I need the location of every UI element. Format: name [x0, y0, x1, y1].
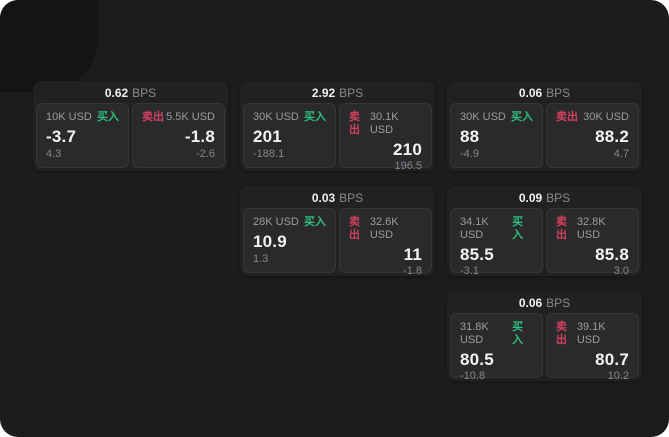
bps-unit: BPS [339, 86, 364, 100]
sell-amount: 5.5K USD [166, 111, 215, 123]
sell-side-label: 卖出 [556, 111, 578, 123]
bps-value: 0.06 [518, 296, 543, 310]
sell-price: 11 [403, 245, 422, 264]
sell-price: 210 [393, 140, 422, 159]
sell-quote-panel[interactable]: 卖出 32.6K USD 11 -1.8 [339, 208, 432, 277]
bps-unit: BPS [546, 86, 571, 100]
corner-overlay [0, 0, 98, 92]
buy-side-label: 买入 [97, 111, 119, 123]
bps-value: 0.62 [104, 86, 129, 100]
buy-delta: 4.3 [46, 148, 62, 160]
bps-header: 0.62 BPS [36, 84, 225, 103]
sell-price: -1.8 [184, 127, 215, 146]
buy-quote-panel[interactable]: 31.8K USD 买入 80.5 -10.8 [450, 313, 543, 382]
bps-value: 0.03 [311, 191, 336, 205]
buy-quote-panel[interactable]: 34.1K USD 买入 85.5 -3.1 [450, 208, 543, 277]
sell-delta: -1.8 [403, 265, 422, 277]
sell-quote-panel[interactable]: 卖出 5.5K USD -1.8 -2.6 [132, 103, 225, 168]
quote-card: 0.06 BPS 30K USD 买入 88 -4.9 卖出 30K USD [447, 81, 642, 171]
buy-price: 88 [460, 127, 480, 146]
sell-delta: 4.7 [613, 148, 629, 160]
bps-value: 0.06 [518, 86, 543, 100]
buy-delta: -188.1 [253, 148, 285, 160]
bps-header: 2.92 BPS [243, 84, 432, 103]
sell-side-label: 卖出 [349, 111, 360, 136]
buy-delta: -10.8 [460, 370, 486, 382]
buy-side-label: 买入 [512, 321, 524, 346]
bps-unit: BPS [339, 191, 364, 205]
buy-quote-panel[interactable]: 10K USD 买入 -3.7 4.3 [36, 103, 129, 168]
sell-price: 88.2 [595, 127, 629, 146]
quote-card: 0.09 BPS 34.1K USD 买入 85.5 -3.1 卖出 32.8K… [447, 186, 642, 277]
buy-quote-panel[interactable]: 30K USD 买入 88 -4.9 [450, 103, 543, 168]
quote-panels: 10K USD 买入 -3.7 4.3 卖出 5.5K USD -1.8 -2.… [36, 103, 225, 168]
buy-quote-panel[interactable]: 30K USD 买入 201 -188.1 [243, 103, 336, 168]
sell-quote-panel[interactable]: 卖出 32.8K USD 85.8 3.0 [546, 208, 639, 277]
buy-amount: 31.8K USD [460, 321, 489, 346]
sell-side-label: 卖出 [556, 321, 567, 346]
bps-value: 2.92 [311, 86, 336, 100]
bps-unit: BPS [546, 191, 571, 205]
bps-header: 0.09 BPS [450, 189, 639, 208]
quote-card: 0.06 BPS 31.8K USD 买入 80.5 -10.8 卖出 39.1… [447, 291, 642, 382]
buy-amount: 30K USD [253, 111, 299, 123]
quote-panels: 28K USD 买入 10.9 1.3 卖出 32.6K USD 11 -1.8 [243, 208, 432, 277]
buy-delta: -3.1 [460, 265, 479, 277]
sell-delta: 3.0 [613, 265, 629, 277]
sell-side-label: 卖出 [142, 111, 164, 123]
buy-amount: 28K USD [253, 216, 299, 228]
bps-header: 0.03 BPS [243, 189, 432, 208]
buy-side-label: 买入 [511, 111, 533, 123]
buy-price: 201 [253, 127, 282, 146]
sell-amount: 30.1K USD [369, 111, 399, 136]
bps-header: 0.06 BPS [450, 84, 639, 103]
bps-unit: BPS [132, 86, 157, 100]
quote-card-grid: 0.62 BPS 10K USD 买入 -3.7 4.3 卖出 5.5K USD [33, 81, 642, 382]
quote-panels: 31.8K USD 买入 80.5 -10.8 卖出 39.1K USD 80.… [450, 313, 639, 382]
buy-side-label: 买入 [512, 216, 524, 241]
sell-price: 85.8 [595, 245, 629, 264]
sell-side-label: 卖出 [349, 216, 360, 241]
buy-amount: 30K USD [460, 111, 506, 123]
buy-amount: 10K USD [46, 111, 92, 123]
quote-card: 2.92 BPS 30K USD 买入 201 -188.1 卖出 30.1K … [240, 81, 435, 172]
quote-card: 0.03 BPS 28K USD 买入 10.9 1.3 卖出 32.6K US… [240, 186, 435, 277]
buy-price: 10.9 [253, 232, 287, 251]
sell-quote-panel[interactable]: 卖出 30K USD 88.2 4.7 [546, 103, 639, 168]
sell-quote-panel[interactable]: 卖出 30.1K USD 210 196.5 [339, 103, 432, 172]
bps-unit: BPS [546, 296, 571, 310]
buy-price: 85.5 [460, 245, 494, 264]
sell-price: 80.7 [595, 350, 629, 369]
sell-amount: 30K USD [583, 111, 629, 123]
sell-amount: 39.1K USD [576, 321, 606, 346]
sell-delta: 10.2 [607, 370, 629, 382]
buy-price: -3.7 [46, 127, 77, 146]
buy-amount: 34.1K USD [460, 216, 489, 241]
quote-card: 0.62 BPS 10K USD 买入 -3.7 4.3 卖出 5.5K USD [33, 81, 228, 171]
bps-value: 0.09 [518, 191, 543, 205]
sell-amount: 32.6K USD [369, 216, 399, 241]
buy-delta: -4.9 [460, 148, 479, 160]
sell-delta: 196.5 [394, 160, 422, 172]
sell-amount: 32.8K USD [576, 216, 606, 241]
quote-panels: 30K USD 买入 88 -4.9 卖出 30K USD 88.2 4.7 [450, 103, 639, 168]
sell-delta: -2.6 [196, 148, 215, 160]
buy-side-label: 买入 [304, 111, 326, 123]
bps-header: 0.06 BPS [450, 294, 639, 313]
quote-panels: 30K USD 买入 201 -188.1 卖出 30.1K USD 210 1… [243, 103, 432, 172]
sell-side-label: 卖出 [556, 216, 567, 241]
buy-delta: 1.3 [253, 253, 269, 265]
quote-panels: 34.1K USD 买入 85.5 -3.1 卖出 32.8K USD 85.8… [450, 208, 639, 277]
sell-quote-panel[interactable]: 卖出 39.1K USD 80.7 10.2 [546, 313, 639, 382]
buy-side-label: 买入 [304, 216, 326, 228]
buy-quote-panel[interactable]: 28K USD 买入 10.9 1.3 [243, 208, 336, 273]
buy-price: 80.5 [460, 350, 494, 369]
